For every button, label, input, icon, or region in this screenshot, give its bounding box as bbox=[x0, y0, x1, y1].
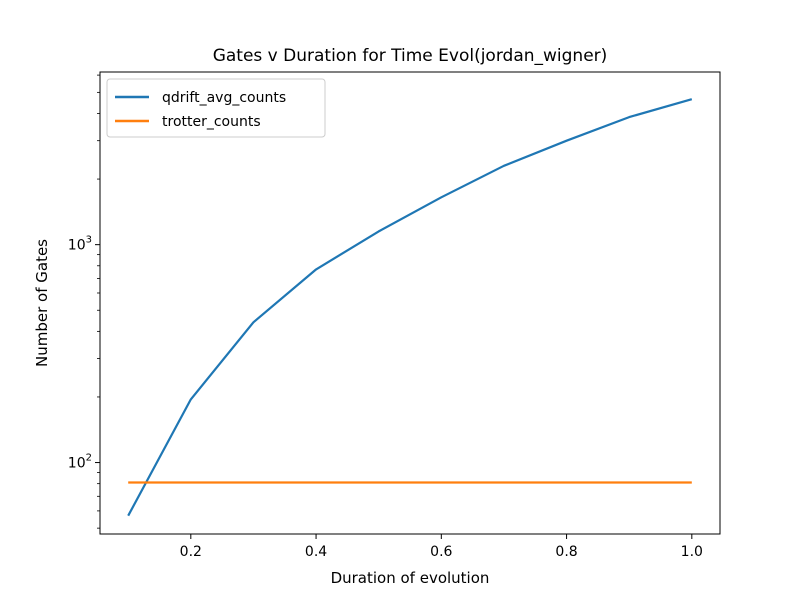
chart-title: Gates v Duration for Time Evol(jordan_wi… bbox=[213, 46, 608, 66]
legend-box bbox=[106, 78, 326, 138]
plot-area bbox=[99, 71, 721, 535]
x-tick-label: 0.8 bbox=[555, 544, 577, 560]
legend-label-qdrift: qdrift_avg_counts bbox=[162, 90, 286, 106]
x-tick-label: 0.6 bbox=[430, 544, 452, 560]
x-tick-label: 1.0 bbox=[681, 544, 703, 560]
y-tick-label: 103 bbox=[68, 235, 92, 254]
series-layer bbox=[127, 98, 693, 517]
x-tick-label: 0.2 bbox=[180, 544, 202, 560]
x-axis-label: Duration of evolution bbox=[331, 569, 490, 587]
x-axis: 0.2 0.4 0.6 0.8 1.0 bbox=[180, 534, 703, 560]
x-tick-label: 0.4 bbox=[305, 544, 327, 560]
legend-label-trotter: trotter_counts bbox=[162, 114, 261, 130]
y-axis-label: Number of Gates bbox=[33, 239, 51, 367]
y-tick-label: 102 bbox=[68, 453, 92, 472]
y-axis: 102 103 bbox=[68, 74, 100, 529]
legend: qdrift_avg_counts trotter_counts bbox=[106, 78, 326, 138]
plot-frame bbox=[99, 71, 721, 535]
series-line-qdrift-avg-counts bbox=[127, 98, 693, 517]
